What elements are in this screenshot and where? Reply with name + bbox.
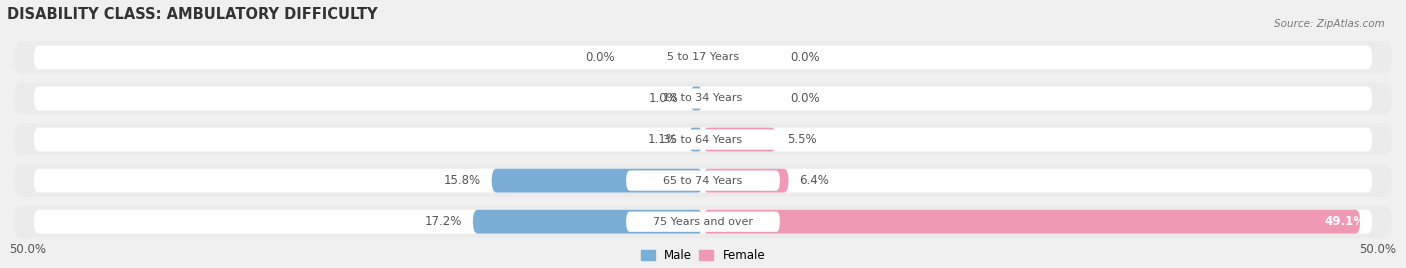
FancyBboxPatch shape xyxy=(472,210,703,234)
Text: 35 to 64 Years: 35 to 64 Years xyxy=(664,135,742,144)
Legend: Male, Female: Male, Female xyxy=(641,249,765,262)
Text: 5.5%: 5.5% xyxy=(787,133,817,146)
FancyBboxPatch shape xyxy=(14,83,1392,114)
FancyBboxPatch shape xyxy=(703,128,776,151)
FancyBboxPatch shape xyxy=(703,169,789,192)
FancyBboxPatch shape xyxy=(626,211,780,232)
FancyBboxPatch shape xyxy=(34,87,1372,110)
FancyBboxPatch shape xyxy=(626,170,780,191)
Text: 65 to 74 Years: 65 to 74 Years xyxy=(664,176,742,186)
FancyBboxPatch shape xyxy=(689,87,703,110)
Text: 75 Years and over: 75 Years and over xyxy=(652,217,754,227)
FancyBboxPatch shape xyxy=(626,47,780,68)
Text: 0.0%: 0.0% xyxy=(790,51,820,64)
FancyBboxPatch shape xyxy=(626,129,780,150)
Text: 1.1%: 1.1% xyxy=(648,133,678,146)
FancyBboxPatch shape xyxy=(626,88,780,109)
Text: 1.0%: 1.0% xyxy=(650,92,679,105)
FancyBboxPatch shape xyxy=(34,128,1372,151)
FancyBboxPatch shape xyxy=(14,124,1392,156)
Text: 6.4%: 6.4% xyxy=(800,174,830,187)
FancyBboxPatch shape xyxy=(703,210,1360,234)
FancyBboxPatch shape xyxy=(14,165,1392,197)
Text: DISABILITY CLASS: AMBULATORY DIFFICULTY: DISABILITY CLASS: AMBULATORY DIFFICULTY xyxy=(7,7,378,22)
FancyBboxPatch shape xyxy=(34,46,1372,69)
Text: 49.1%: 49.1% xyxy=(1324,215,1365,228)
Text: 50.0%: 50.0% xyxy=(1360,243,1396,256)
FancyBboxPatch shape xyxy=(14,41,1392,73)
Text: Source: ZipAtlas.com: Source: ZipAtlas.com xyxy=(1274,19,1385,29)
Text: 18 to 34 Years: 18 to 34 Years xyxy=(664,94,742,103)
FancyBboxPatch shape xyxy=(34,210,1372,234)
Text: 50.0%: 50.0% xyxy=(10,243,46,256)
Text: 0.0%: 0.0% xyxy=(586,51,616,64)
FancyBboxPatch shape xyxy=(492,169,703,192)
FancyBboxPatch shape xyxy=(14,206,1392,238)
Text: 15.8%: 15.8% xyxy=(444,174,481,187)
FancyBboxPatch shape xyxy=(689,128,703,151)
Text: 0.0%: 0.0% xyxy=(790,92,820,105)
FancyBboxPatch shape xyxy=(34,169,1372,192)
Text: 17.2%: 17.2% xyxy=(425,215,463,228)
Text: 5 to 17 Years: 5 to 17 Years xyxy=(666,53,740,62)
